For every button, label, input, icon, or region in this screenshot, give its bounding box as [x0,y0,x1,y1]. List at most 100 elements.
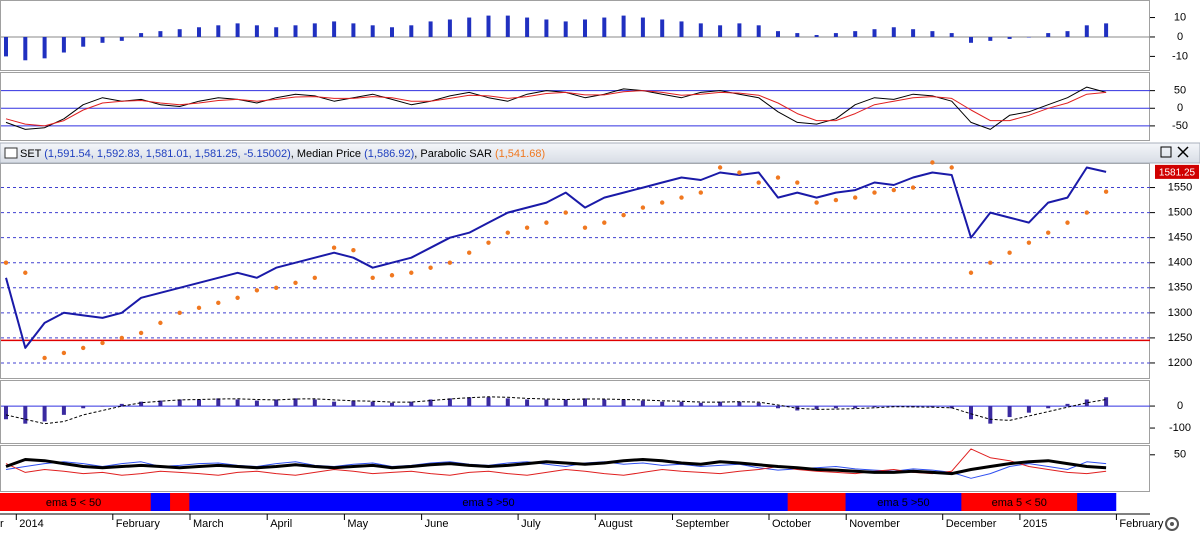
histogram-bar [332,401,337,407]
band-cell [131,493,152,511]
band-label: ema 5 < 50 [992,497,1047,509]
histogram-bar [158,31,163,37]
histogram-bar [776,406,780,409]
histogram-bar [814,406,819,410]
sar-dot [81,345,86,351]
band-cell [420,493,441,511]
x-tick-label: April [270,518,292,530]
histogram-bar [988,36,993,41]
histogram-bar [390,27,394,37]
sar-dot [61,350,67,356]
histogram-bar [660,19,665,37]
histogram-bar [930,406,935,408]
series-line [5,90,1107,127]
sar-dot [582,225,588,230]
histogram-bar [756,402,761,407]
y-tick-label: 0 [1177,31,1183,43]
histogram-bar [216,25,221,37]
histogram-bar [23,36,28,61]
histogram-bar [988,406,993,424]
maximize-button[interactable] [1160,146,1172,158]
sar-dot [814,200,819,205]
band-cell [594,493,615,511]
band-cell [189,493,210,511]
histogram-bar [254,25,259,37]
histogram-bar [197,27,201,37]
band-cell [845,493,866,511]
x-tick-label: February [1119,518,1164,530]
band-cell [1096,493,1117,511]
sar-dot [602,220,607,225]
close-button[interactable] [1177,146,1189,158]
band-cell [652,493,673,511]
histogram-bar [467,397,472,407]
histogram-bar [4,36,8,57]
histogram-bar [81,36,86,47]
band-cell [305,493,325,511]
x-tick-label: r [0,518,4,530]
sar-dot [717,165,723,170]
histogram-bar [698,23,703,37]
histogram-bar [679,401,684,407]
band-cell [150,493,171,511]
series-line [5,458,1107,476]
band-cell [247,493,268,511]
band-cell [613,493,634,511]
y-tick-label: 1500 [1168,207,1192,219]
sar-dot [853,195,858,200]
histogram-bar [969,36,973,43]
histogram-bar [756,25,761,37]
band-cell [575,493,596,511]
settings-icon[interactable] [1165,517,1179,531]
sar-dot [1026,240,1032,245]
band-label: ema 5 >50 [877,497,929,509]
sar-dot [3,260,9,265]
x-tick-label: March [193,518,224,530]
y-tick-label: 1200 [1168,357,1192,369]
histogram-bar [563,399,568,407]
histogram-bar [1007,406,1012,418]
sar-dot [524,225,530,230]
x-tick-label: December [946,518,997,530]
histogram-bar [563,21,568,37]
band-cell [633,493,654,511]
histogram-bar [139,33,144,37]
sar-dot [756,180,761,185]
histogram-bar [833,406,838,409]
x-tick-label: October [772,518,811,530]
histogram-bar [197,399,201,407]
histogram-bar [370,401,375,407]
histogram-bar [583,398,587,407]
band-cell [73,493,94,511]
legend-item: (1,586.92) [364,148,414,160]
sar-dot [910,185,916,190]
histogram-bar [621,15,626,37]
sar-dot [100,340,105,346]
histogram-bar [428,399,433,407]
y-tick-label: -50 [1172,120,1188,132]
sar-dot [563,210,568,215]
panel-legend: SET (1,591.54, 1,592.83, 1,581.01, 1,581… [20,148,545,160]
histogram-bar [621,399,626,407]
histogram-bar [370,25,375,37]
histogram-bar [177,399,182,407]
band-cell [942,493,962,511]
sar-dot [486,240,491,245]
histogram-bar [718,25,723,37]
band-cell [227,493,248,511]
sar-dot [409,270,414,275]
histogram-bar [177,29,182,37]
histogram-bar [1046,33,1051,37]
sar-dot [1084,210,1090,215]
sar-dot [833,197,839,203]
panel-icon [4,147,18,159]
y-tick-label: 10 [1174,11,1186,23]
panel-frame [0,445,1150,492]
histogram-bar [4,406,8,420]
histogram-bar [718,401,723,407]
histogram-bar [814,35,819,37]
band-cell [768,493,789,511]
histogram-bar [274,399,279,407]
band-label: ema 5 < 50 [46,497,101,509]
histogram-bar [274,27,279,37]
